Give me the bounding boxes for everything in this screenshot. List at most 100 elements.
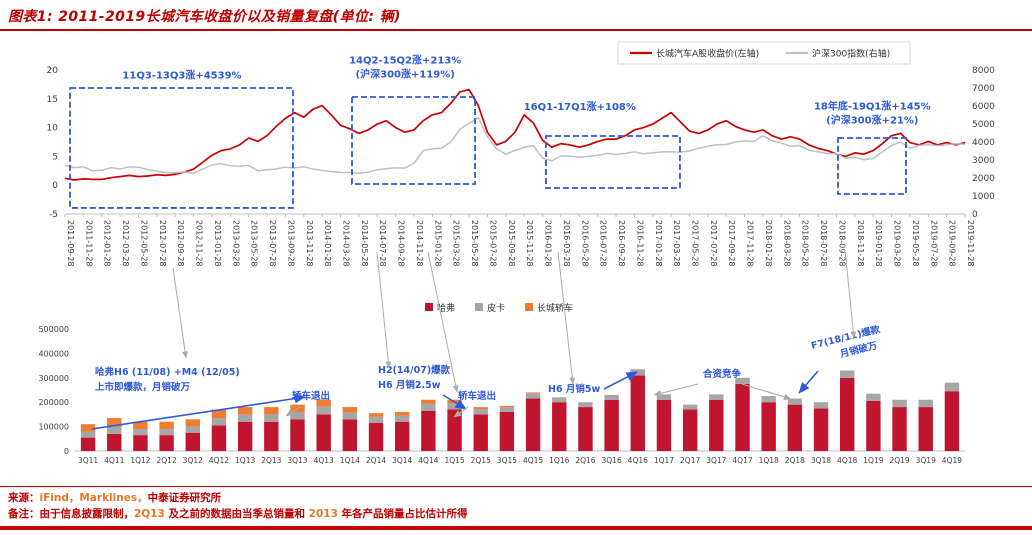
left-axis-tick-label: 0 <box>52 181 58 191</box>
rally-annotation-text: 18年底-19Q1涨+145% <box>814 100 931 113</box>
quarter-tick-label: 3Q13 <box>287 456 307 465</box>
bar-segment <box>918 407 933 451</box>
csi300-index-line <box>64 116 966 175</box>
quarter-tick-label: 3Q16 <box>602 456 622 465</box>
date-tick-label: 2015-11-28 <box>525 220 534 267</box>
sales-annotation-text: 轿车退出 <box>292 390 330 402</box>
note-text-2: 及之前的数据由当季总销量和 <box>164 508 309 520</box>
bar-segment <box>421 399 436 404</box>
quarter-tick-label: 4Q19 <box>942 456 962 465</box>
left-axis-tick-label: -5 <box>49 210 58 220</box>
quarter-tick-label: 2Q19 <box>889 456 909 465</box>
right-axis-tick-label: 6000 <box>972 102 995 112</box>
quarter-tick-label: 4Q16 <box>628 456 648 465</box>
bar-segment <box>761 396 776 403</box>
quarter-tick-label: 1Q12 <box>130 456 150 465</box>
sales-annotation: H6 月销5w <box>548 383 600 395</box>
bar-segment <box>290 419 305 451</box>
quarter-tick-label: 1Q18 <box>759 456 779 465</box>
date-tick-label: 2012-07-28 <box>158 220 167 267</box>
bar-segment <box>656 399 672 451</box>
quarter-tick-label: 2Q15 <box>471 456 491 465</box>
left-axis-tick-label: 20 <box>47 66 59 76</box>
annotation-arrow <box>91 393 306 430</box>
bar-segment <box>133 435 148 451</box>
date-tick-label: 2017-03-28 <box>672 220 681 267</box>
date-tick-label: 2013-03-28 <box>231 220 240 267</box>
sales-annotation: H2(14/07)爆款 H6 月销2.5w <box>378 364 451 391</box>
quarter-tick-label: 2Q12 <box>157 456 177 465</box>
rally-annotation-text: 11Q3-13Q3涨+4539% <box>122 69 241 82</box>
date-tick-label: 2016-11-28 <box>635 220 644 267</box>
bar-segment <box>918 399 933 408</box>
annotation-arrow <box>603 371 638 390</box>
quarter-tick-label: 3Q12 <box>183 456 203 465</box>
annotation-arrow <box>653 383 699 397</box>
bar-segment <box>316 399 331 407</box>
date-tick-label: 2012-09-28 <box>176 220 185 267</box>
annotation-arrow <box>741 383 792 401</box>
date-tick-label: 2016-07-28 <box>599 220 608 267</box>
date-tick-label: 2014-01-28 <box>323 220 332 267</box>
date-tick-label: 2012-01-28 <box>103 220 112 267</box>
bar-segment <box>264 421 279 451</box>
quarter-tick-label: 1Q17 <box>654 456 674 465</box>
bar-segment <box>211 409 227 419</box>
sales-annotation-text: 哈弗H6 (11/08) +M4 (12/05) <box>95 366 240 378</box>
date-tick-label: 2014-07-28 <box>378 220 387 267</box>
bar-segment <box>211 418 227 426</box>
annotation-arrow <box>285 406 301 417</box>
bar-segment <box>264 414 279 422</box>
bar-segment <box>840 377 855 451</box>
bar-segment <box>185 419 200 427</box>
rally-annotation-text: 16Q1-17Q1涨+108% <box>524 100 636 113</box>
bar-segment <box>499 407 515 412</box>
bar-segment <box>682 404 698 410</box>
sales-annotation: 合资竞争 <box>703 368 742 380</box>
date-tick-label: 2015-05-28 <box>470 220 479 267</box>
bar-segment <box>421 410 436 451</box>
bar-segment <box>552 402 567 451</box>
date-tick-label: 2019-09-28 <box>948 220 957 267</box>
note-text-1: 由于信息披露限制， <box>39 508 135 520</box>
date-tick-label: 2018-01-28 <box>764 220 773 267</box>
bar-segment <box>395 411 410 416</box>
date-tick-label: 2019-03-28 <box>893 220 902 267</box>
bar-legend-swatch <box>525 303 533 311</box>
date-tick-label: 2017-11-28 <box>746 220 755 267</box>
bar-segment <box>525 392 541 394</box>
date-tick-label: 2018-05-28 <box>801 220 810 267</box>
rally-highlight-box <box>837 137 907 195</box>
sales-annotation: 轿车退出 <box>458 390 496 402</box>
bar-legend-swatch <box>475 303 483 311</box>
bar-segment <box>107 433 122 451</box>
date-tick-label: 2014-03-28 <box>342 220 351 267</box>
bar-segment <box>709 394 724 400</box>
quarter-tick-label: 3Q14 <box>392 456 412 465</box>
bar-segment <box>159 435 174 451</box>
right-axis-tick-label: 4000 <box>972 138 995 148</box>
quarter-tick-label: 1Q15 <box>444 456 464 465</box>
note-year: 2013 <box>308 508 338 520</box>
rally-highlight-box <box>545 135 681 189</box>
bar-segment <box>107 418 122 427</box>
bar-segment <box>525 398 541 451</box>
bar-segment <box>866 400 881 451</box>
figure-title: 图表1: 2011-2019长城汽车收盘价以及销量复盘(单位: 辆) <box>8 9 401 25</box>
quarter-tick-label: 2Q16 <box>575 456 595 465</box>
note-label: 备注： <box>8 508 40 520</box>
bar-segment <box>682 409 698 451</box>
y-axis-tick-label: 300000 <box>38 374 69 383</box>
bar-segment <box>159 429 174 436</box>
bar-segment <box>866 393 881 401</box>
quarter-tick-label: 4Q18 <box>837 456 857 465</box>
bar-segment <box>342 407 358 413</box>
date-tick-label: 2018-11-28 <box>856 220 865 267</box>
quarter-tick-label: 2Q18 <box>785 456 805 465</box>
quarter-tick-label: 4Q12 <box>209 456 229 465</box>
date-tick-label: 2017-07-28 <box>709 220 718 267</box>
quarter-tick-label: 1Q19 <box>863 456 883 465</box>
annotation-arrow <box>798 370 819 394</box>
note-line: 备注：由于信息披露限制，2Q13 及之前的数据由当季总销量和 2013 年各产品… <box>8 506 468 521</box>
sales-stacked-bar-chart: 0 100000 200000 300000 400000 500000 3Q11 4Q11 1… <box>38 302 965 465</box>
